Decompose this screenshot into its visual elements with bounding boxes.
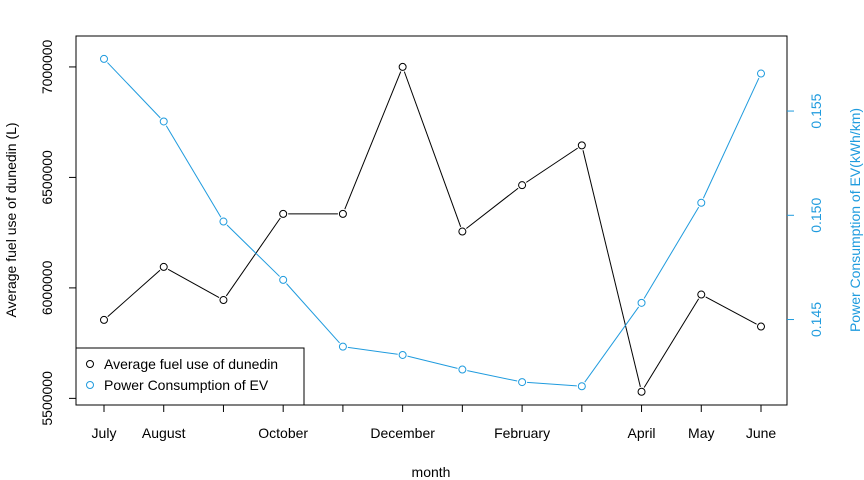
fuel-point [338,209,347,218]
ev-point [697,198,706,207]
fuel-line-segment [466,187,519,229]
fuel-point [757,322,765,331]
fuel-point [159,262,168,271]
ev-point [518,378,527,387]
ev-line-segment [407,355,458,369]
x-tick-label: July [92,425,117,441]
fuel-line-segment [525,147,578,183]
ev-line-segment [226,224,280,277]
ev-line-segment [107,62,161,119]
x-tick-label: October [258,425,308,441]
ev-line-segment [467,370,518,382]
legend-box [75,347,305,406]
left-axis-title: Average fuel use of dunedin (L) [3,122,19,317]
legend-label-fuel: Average fuel use of dunedin [104,356,278,372]
ev-line-segment [584,306,640,383]
fuel-point [279,209,288,218]
ev-point [458,365,467,374]
left-y-tick-label: 7000000 [39,39,55,94]
right-y-axis: 0.145 0.150 0.155 [787,93,824,337]
right-y-tick-label: 0.145 [808,302,824,337]
ev-point [100,54,108,63]
ev-point [338,342,347,351]
fuel-line-segment [582,150,641,388]
ev-line-segment [286,283,340,344]
fuel-point [577,141,586,150]
ev-line-segment [347,346,398,355]
fuel-point [637,387,646,396]
x-tick-label: February [494,425,550,441]
x-axis: July August October December February April Ma… [92,405,777,441]
x-tick-label: April [628,425,656,441]
series-layer [100,54,765,396]
left-y-tick-label: 5500000 [39,371,55,426]
fuel-line-segment [107,269,161,317]
x-tick-label: December [370,425,435,441]
fuel-line-segment [643,298,700,388]
ev-point [219,217,228,226]
ev-line-segment [165,125,222,218]
ev-point [637,298,646,307]
right-y-tick-label: 0.155 [808,93,824,128]
x-tick-label: August [142,425,186,441]
plot-frame [75,35,788,406]
legend-label-ev: Power Consumption of EV [104,377,269,393]
left-y-tick-label: 6500000 [39,150,55,205]
fuel-point [518,181,527,190]
right-y-tick-label: 0.150 [808,198,824,233]
ev-point [398,350,407,359]
fuel-line-segment [403,71,462,228]
fuel-point [697,290,706,299]
ev-point [757,69,765,78]
fuel-point [100,315,108,324]
x-axis-title: month [412,464,451,480]
fuel-line-segment [225,217,281,297]
fuel-line-segment [344,71,402,210]
ev-point [279,275,288,284]
legend-marker-fuel [86,360,94,368]
x-tick-label: May [688,425,714,441]
ev-line-segment [702,77,760,199]
x-tick-label: June [746,425,777,441]
left-y-tick-label: 6000000 [39,260,55,315]
fuel-line-segment [167,268,220,299]
ev-point [159,117,168,126]
legend: Average fuel use of dunedin Power Consum… [75,347,305,406]
ev-line-segment [643,206,700,299]
right-axis-title: Power Consumption of EV(kWh/km) [847,108,863,332]
fuel-point [458,227,467,236]
ev-point [577,382,586,391]
fuel-line-segment [705,296,757,325]
left-y-axis: 5500000 6000000 6500000 7000000 [39,39,76,426]
legend-marker-ev [86,381,94,389]
fuel-point [398,62,407,71]
ev-line-segment [527,381,577,387]
fuel-point [219,296,228,305]
